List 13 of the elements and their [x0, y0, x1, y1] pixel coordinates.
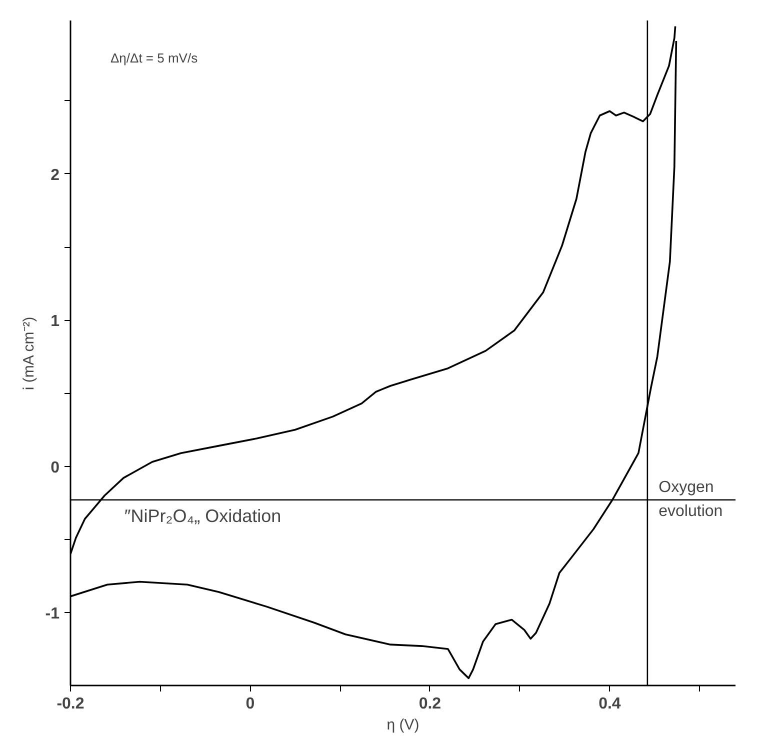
y-axis-title: i (mA cm⁻²) [20, 316, 38, 390]
x-tick-label: 0.2 [418, 696, 442, 712]
y-tick-label: 1 [50, 313, 60, 330]
annotation: ″NiPr₂O₄„ Oxidation [124, 506, 282, 526]
annotation: Oxygen evolution [658, 478, 723, 520]
x-tick-label: 0 [246, 696, 255, 712]
annotation: Δη/Δt = 5 mV/s [110, 50, 198, 66]
x-tick-label: -0.2 [56, 696, 84, 712]
y-tick-label: 2 [50, 166, 60, 184]
y-tick-label: 0 [50, 459, 60, 476]
y-tick-label: -1 [45, 605, 60, 622]
x-tick-label: 0.4 [598, 696, 621, 712]
x-axis-title: η (V) [386, 716, 420, 734]
